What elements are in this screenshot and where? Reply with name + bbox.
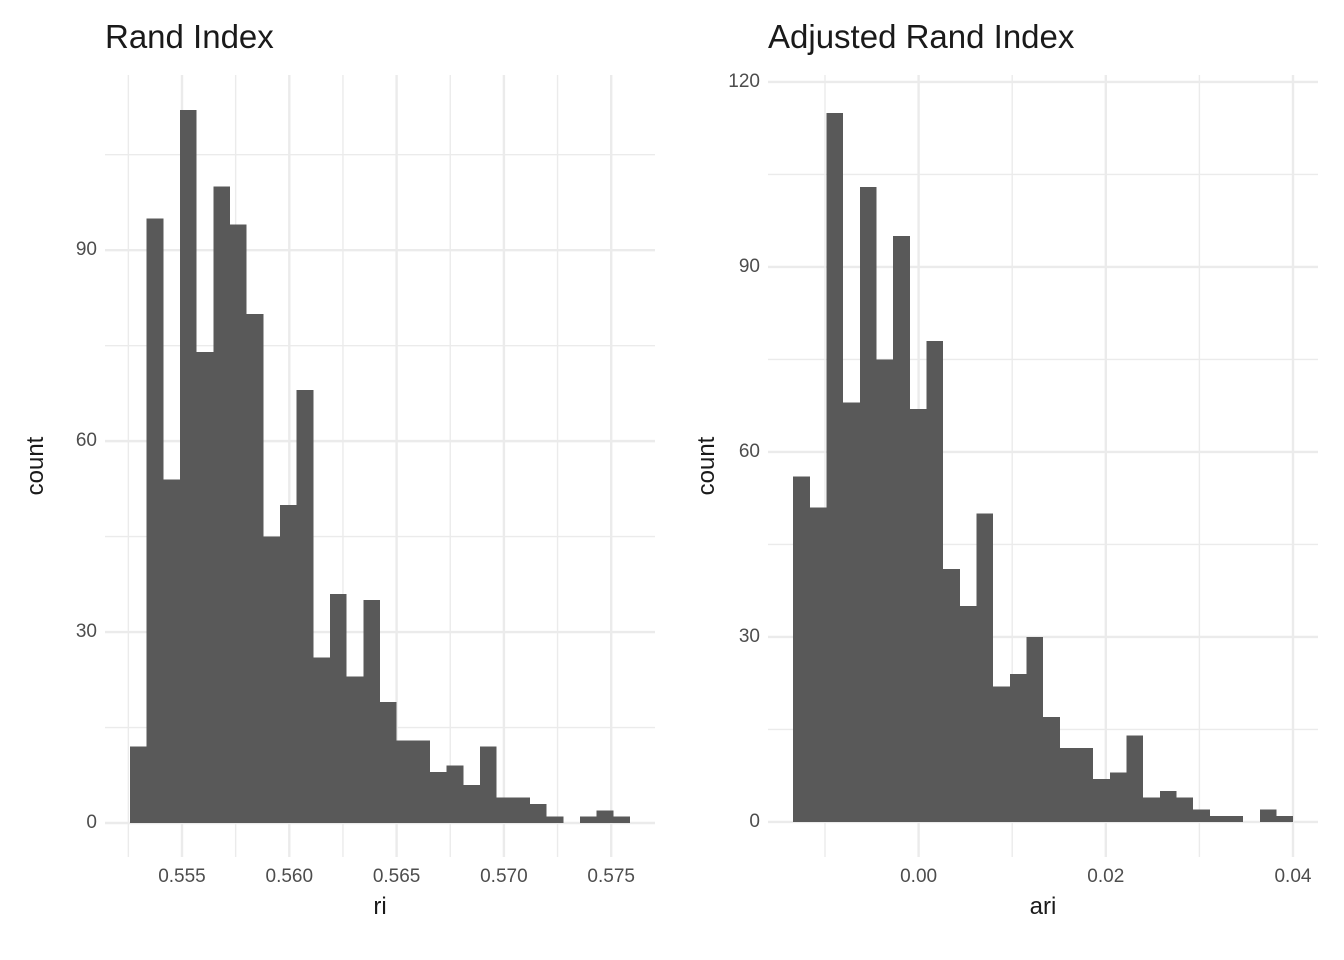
histogram-bar [496, 797, 514, 824]
histogram-bar [859, 186, 877, 822]
histogram-bar [1026, 636, 1044, 822]
histogram-bar [826, 112, 844, 822]
y-tick-label: 90 [75, 239, 97, 261]
histogram-panel-ari [768, 75, 1318, 857]
plot-rand-index: Rand Index count 0 30 60 90 0.555 0.560 0.565 0… [22, 18, 655, 920]
histogram-bar [1226, 815, 1244, 822]
histogram-bar [280, 504, 297, 824]
histogram-bar [1093, 778, 1110, 822]
plot-title: Adjusted Rand Index [768, 18, 1075, 55]
y-tick-label: 60 [738, 440, 760, 462]
x-tick-label: 0.575 [587, 866, 635, 887]
histogram-bar [163, 479, 181, 824]
histogram-bar [480, 746, 497, 824]
x-tick-label: 0.00 [900, 866, 938, 887]
y-tick-label: 120 [728, 70, 760, 92]
histogram-bar [330, 593, 347, 824]
x-tick-label: 0.565 [372, 866, 421, 887]
histogram-bar [346, 676, 364, 824]
y-tick-label: 0 [86, 812, 97, 833]
histogram-bar [596, 810, 614, 824]
x-tick-label: 0.02 [1087, 866, 1125, 887]
x-axis-title: ri [373, 893, 387, 920]
x-tick-label: 0.555 [158, 866, 206, 887]
histogram-bar [413, 740, 431, 824]
histogram-bar [1276, 815, 1294, 822]
histogram-bar [296, 390, 314, 824]
histogram-bar [1076, 747, 1094, 822]
histogram-bar [976, 513, 994, 822]
y-tick-label: 60 [75, 430, 97, 452]
plot-adjusted-rand-index: Adjusted Rand Index count 0 30 60 90 120 0.00… [672, 0, 1344, 960]
histogram-bar [1109, 772, 1127, 822]
histogram-bar [430, 772, 447, 824]
histogram-panel-ri [105, 75, 655, 857]
histogram-bar [613, 816, 631, 824]
x-tick-label: 0.04 [1274, 866, 1312, 887]
y-tick-label: 30 [75, 621, 97, 643]
histogram-bar [1259, 809, 1277, 822]
histogram-bar [180, 110, 197, 824]
histogram-bar [1126, 735, 1144, 822]
histogram-bar [196, 352, 214, 824]
histogram-bar [380, 702, 397, 824]
y-tick-label: 0 [749, 810, 760, 832]
histogram-bar [213, 186, 231, 824]
histogram-bar [1159, 791, 1177, 822]
y-axis-title: count [22, 436, 49, 496]
histogram-bar [513, 797, 531, 824]
histogram-bar [1043, 717, 1060, 822]
histogram-bar [993, 686, 1010, 822]
plot-title: Rand Index [105, 18, 274, 55]
x-tick-label: 0.560 [265, 866, 314, 887]
histogram-bar [909, 408, 927, 822]
histogram-bar [876, 359, 894, 822]
y-tick-label: 90 [738, 255, 760, 277]
histogram-bar [893, 236, 910, 822]
histogram-bar [363, 600, 381, 824]
histogram-bar [246, 313, 264, 824]
histogram-bar [1059, 747, 1077, 822]
histogram-bar [230, 224, 247, 824]
histogram-bar [1009, 673, 1027, 822]
histogram-bar [1193, 809, 1210, 822]
x-tick-label: 0.570 [480, 866, 528, 887]
y-tick-label: 30 [738, 625, 760, 647]
histogram-bar [580, 816, 597, 824]
histogram-bar [463, 784, 481, 824]
histogram-bar [793, 476, 810, 822]
histogram-bar [843, 402, 860, 822]
histogram-bar [1176, 797, 1194, 822]
histogram-bar [130, 746, 147, 824]
histogram-bar [396, 740, 414, 824]
histogram-bar [959, 606, 977, 822]
y-axis-title: count [693, 436, 720, 496]
histogram-bar [146, 218, 164, 824]
histogram-bar [530, 803, 547, 824]
histogram-bar [943, 569, 960, 822]
histogram-bar [546, 816, 564, 824]
histogram-bar [1209, 815, 1227, 822]
histogram-bar [263, 536, 281, 824]
histogram-bar [313, 657, 331, 824]
histogram-bar [926, 340, 944, 822]
x-axis-title: ari [1029, 893, 1057, 920]
histogram-bar [446, 765, 464, 824]
histogram-bar [1143, 797, 1160, 822]
histogram-bar [809, 507, 827, 822]
